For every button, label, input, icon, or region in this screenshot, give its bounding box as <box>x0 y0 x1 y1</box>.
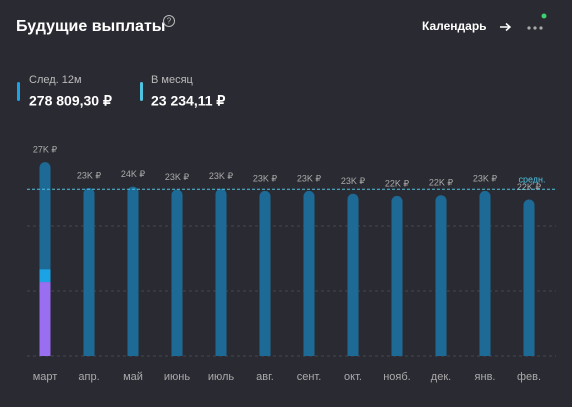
x-tick-label: нояб. <box>383 371 411 383</box>
bar-segment <box>171 189 183 356</box>
svg-text:?: ? <box>167 17 172 26</box>
bar-segment <box>479 190 491 356</box>
x-tick-label: фев. <box>517 371 541 383</box>
title: Будущие выплаты <box>16 18 165 35</box>
value-label: 23K ₽ <box>77 170 102 180</box>
more-menu[interactable] <box>527 26 543 30</box>
arrow-icon <box>500 22 512 32</box>
value-label: 23K ₽ <box>253 173 278 183</box>
x-tick-label: янв. <box>475 371 496 383</box>
value-label: 22K ₽ <box>385 178 410 188</box>
stat-accent <box>17 82 20 101</box>
grid <box>27 225 556 357</box>
bar-segment <box>435 195 447 356</box>
bar-segment <box>39 282 51 356</box>
value-label: 23K ₽ <box>209 171 234 181</box>
stat-label: След. 12м <box>29 74 82 86</box>
x-tick-label: дек. <box>431 371 451 383</box>
x-tick-label: апр. <box>78 371 99 383</box>
x-tick-label: март <box>33 371 58 383</box>
x-tick-label: май <box>123 371 143 383</box>
calendar-link[interactable]: Календарь <box>422 19 487 33</box>
x-tick-label: сент. <box>297 371 322 383</box>
x-tick-label: июль <box>208 371 235 383</box>
stat-label: В месяц <box>151 74 194 86</box>
value-label: 27K ₽ <box>33 145 58 155</box>
value-label: 22K ₽ <box>517 182 542 192</box>
bar-segment <box>39 162 51 270</box>
bar-segment <box>39 269 51 283</box>
value-label: 23K ₽ <box>165 172 190 182</box>
stat-value: 278 809,30 ₽ <box>29 93 112 109</box>
stat-value: 23 234,11 ₽ <box>151 93 225 109</box>
bar-segment <box>303 190 315 356</box>
bar-segment <box>215 188 227 356</box>
stat-accent <box>140 82 143 101</box>
bar-segment <box>523 199 535 356</box>
bar-segment <box>127 186 139 356</box>
status-dot <box>541 13 547 19</box>
x-tick-label: окт. <box>344 371 362 383</box>
value-label: 23K ₽ <box>341 176 366 186</box>
help-icon[interactable]: ? <box>163 15 175 27</box>
x-tick-label: июнь <box>164 371 190 383</box>
value-label: 22K ₽ <box>429 178 454 188</box>
bar-segment <box>83 188 95 356</box>
value-label: 23K ₽ <box>473 173 498 183</box>
bar-segment <box>347 193 359 356</box>
x-tick-label: авг. <box>256 371 274 383</box>
bar-segment <box>259 190 271 356</box>
value-label: 24K ₽ <box>121 169 146 179</box>
bar-segment <box>391 195 403 356</box>
value-label: 23K ₽ <box>297 173 322 183</box>
average-label: средн. <box>518 175 545 185</box>
